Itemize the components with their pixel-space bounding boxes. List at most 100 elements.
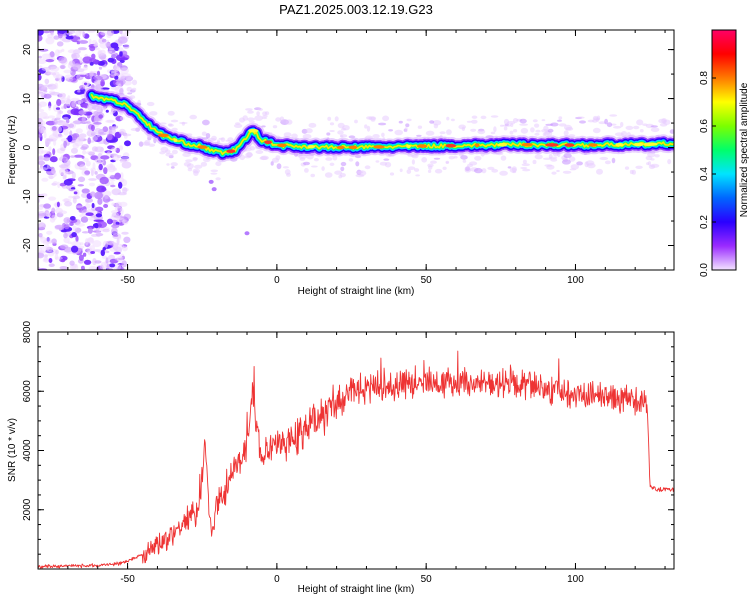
halo-speck <box>159 151 166 155</box>
noise-speck <box>71 149 75 153</box>
noise-speck <box>50 32 54 36</box>
noise-speck <box>72 120 83 125</box>
halo-speck <box>439 131 446 135</box>
noise-speck <box>104 39 109 43</box>
halo-speck <box>604 160 611 165</box>
y-tick-label: 20 <box>22 44 33 56</box>
noise-speck <box>38 109 45 112</box>
halo-speck <box>235 122 241 125</box>
ridge-hotspot <box>521 142 533 147</box>
halo-speck <box>510 123 514 127</box>
noise-speck <box>89 58 97 62</box>
noise-speck <box>93 219 104 222</box>
halo-speck <box>512 118 519 123</box>
halo-speck <box>245 108 253 111</box>
halo-speck <box>388 129 393 132</box>
noise-speck <box>106 31 112 39</box>
halo-speck <box>215 161 222 167</box>
halo-speck <box>406 169 412 175</box>
noise-speck <box>115 201 122 209</box>
noise-speck <box>55 74 64 79</box>
halo-speck <box>570 164 579 170</box>
noise-speck <box>122 187 128 194</box>
halo-speck <box>558 123 567 127</box>
noise-speck <box>85 151 95 155</box>
halo-speck <box>326 132 331 136</box>
halo-speck <box>511 166 517 173</box>
halo-speck <box>311 165 318 168</box>
ridge-hotspot <box>157 133 169 138</box>
halo-speck <box>205 133 211 139</box>
halo-speck <box>185 159 193 163</box>
noise-speck <box>118 236 122 240</box>
halo-speck <box>445 160 450 164</box>
noise-speck <box>72 225 77 232</box>
halo-speck <box>658 118 667 124</box>
halo-speck <box>325 157 333 161</box>
noise-speck <box>90 131 97 136</box>
noise-speck <box>95 159 104 165</box>
halo-speck <box>244 155 251 159</box>
noise-speck <box>91 202 95 209</box>
x-tick-label: 100 <box>567 275 584 286</box>
noise-speck <box>118 145 124 151</box>
halo-speck <box>487 166 495 170</box>
halo-speck <box>550 158 558 162</box>
noise-speck <box>111 202 116 206</box>
ridge-hotspot <box>307 144 316 149</box>
noise-speck <box>48 258 53 263</box>
noise-speck <box>100 249 106 257</box>
noise-speck <box>69 222 74 226</box>
noise-speck <box>83 259 92 265</box>
noise-speck <box>38 167 48 171</box>
halo-speck <box>534 154 543 160</box>
halo-speck <box>587 162 596 169</box>
noise-speck <box>43 256 48 262</box>
noise-speck <box>63 237 70 244</box>
noise-speck <box>47 250 55 257</box>
noise-speck <box>69 130 73 137</box>
noise-speck <box>54 224 65 230</box>
noise-speck <box>117 83 122 89</box>
ridge-hotspot <box>173 138 178 142</box>
noise-speck <box>81 116 86 123</box>
halo-speck <box>110 70 117 77</box>
halo-speck <box>563 130 569 137</box>
noise-speck <box>90 124 95 132</box>
x-tick-label: -50 <box>120 275 135 286</box>
halo-speck <box>425 130 435 136</box>
halo-speck <box>355 171 364 174</box>
noise-speck <box>57 181 61 188</box>
x-tick-label: 50 <box>421 275 433 286</box>
halo-speck <box>218 137 224 140</box>
halo-speck <box>466 120 472 123</box>
noise-speck <box>111 212 120 218</box>
noise-speck <box>39 250 49 254</box>
noise-speck <box>119 30 123 35</box>
noise-speck <box>51 214 57 221</box>
noise-speck <box>87 137 91 145</box>
halo-speck <box>183 162 191 167</box>
noise-speck <box>113 245 117 252</box>
halo-speck <box>334 170 343 175</box>
halo-speck <box>407 166 416 170</box>
noise-speck <box>106 163 116 171</box>
halo-speck <box>127 92 133 95</box>
halo-speck <box>598 121 606 125</box>
noise-speck <box>51 238 57 245</box>
halo-speck <box>500 124 504 127</box>
noise-speck <box>55 107 61 110</box>
noise-speck <box>43 84 53 87</box>
halo-speck <box>304 168 309 173</box>
noise-speck <box>38 103 42 110</box>
noise-speck <box>69 155 76 158</box>
noise-speck <box>48 196 57 201</box>
halo-speck <box>477 129 486 135</box>
noise-speck <box>103 167 108 175</box>
ridge-hotspot <box>545 143 559 147</box>
halo-speck <box>625 125 634 130</box>
noise-speck <box>50 91 60 96</box>
halo-speck <box>131 79 138 86</box>
noise-speck <box>109 263 116 268</box>
halo-speck <box>340 166 345 172</box>
